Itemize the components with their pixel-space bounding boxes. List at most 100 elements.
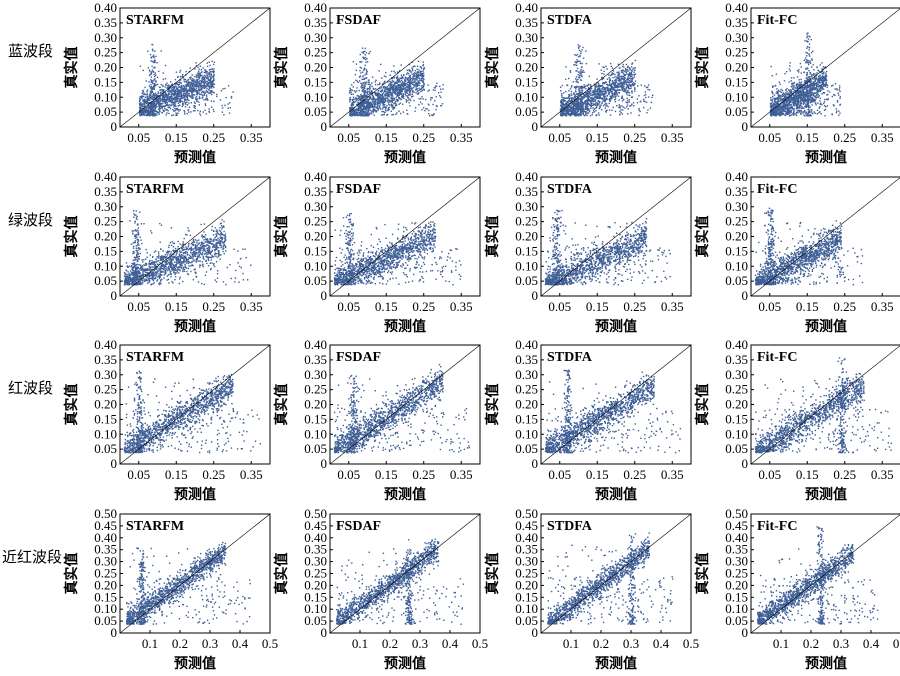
scatter-point <box>386 93 388 96</box>
scatter-point <box>823 66 826 69</box>
scatter-point <box>379 108 382 110</box>
scatter-point <box>377 109 379 111</box>
scatter-point <box>399 98 402 100</box>
scatter-point <box>191 84 194 87</box>
scatter-point <box>164 93 166 95</box>
scatter-point <box>575 76 578 78</box>
scatter-point <box>352 104 354 106</box>
scatter-point <box>195 98 198 101</box>
scatter-point <box>157 98 159 101</box>
scatter-point <box>179 101 181 103</box>
scatter-point <box>195 76 197 78</box>
scatter-point <box>190 90 192 92</box>
scatter-point <box>565 104 567 106</box>
scatter-point <box>619 85 621 87</box>
scatter-point <box>365 111 367 113</box>
scatter-point <box>578 71 580 74</box>
scatter-point <box>426 108 428 110</box>
scatter-point <box>391 106 393 108</box>
scatter-point <box>599 84 601 87</box>
scatter-point <box>394 82 396 85</box>
scatter-point <box>367 109 370 111</box>
scatter-point <box>579 108 581 110</box>
scatter-point <box>566 84 568 86</box>
scatter-point <box>815 92 817 94</box>
scatter-point <box>143 105 145 108</box>
scatter-point <box>798 85 800 87</box>
scatter-point <box>216 93 218 96</box>
scatter-point <box>158 105 161 108</box>
scatter-point <box>362 113 365 115</box>
scatter-point <box>579 93 581 95</box>
scatter-point <box>575 70 577 72</box>
scatter-point <box>366 87 369 90</box>
scatter-point <box>170 91 173 94</box>
scatter-point <box>172 101 174 103</box>
scatter-point <box>618 79 621 81</box>
scatter-point <box>573 100 575 103</box>
scatter-point <box>400 74 403 76</box>
scatter-point <box>625 87 627 90</box>
scatter-point <box>651 94 654 96</box>
scatter-point <box>608 89 610 91</box>
y-tick-label: 0.25 <box>515 45 538 60</box>
scatter-points <box>769 32 842 117</box>
scatter-point <box>407 88 409 91</box>
scatter-point <box>400 77 402 80</box>
scatter-point <box>141 112 144 114</box>
scatter-point <box>173 85 175 88</box>
scatter-point <box>610 98 612 100</box>
scatter-point <box>176 109 178 111</box>
scatter-point <box>377 95 379 97</box>
scatter-point <box>154 61 156 64</box>
scatter-point <box>565 78 567 81</box>
scatter-point <box>576 107 578 109</box>
scatter-point <box>598 90 601 93</box>
scatter-point <box>412 65 415 68</box>
scatter-point <box>195 85 197 88</box>
scatter-point <box>398 79 400 82</box>
scatter-point <box>227 103 229 105</box>
scatter-point <box>573 92 575 94</box>
scatter-point <box>172 90 175 92</box>
scatter-point <box>362 97 364 99</box>
scatter-point <box>615 90 618 92</box>
scatter-point <box>422 86 424 88</box>
scatter-point <box>623 98 625 101</box>
scatter-point <box>189 81 191 84</box>
scatter-panel: 00.050.100.150.200.250.300.350.400.05 0.1… <box>63 0 271 166</box>
x-tick-label: 0.25 <box>202 130 225 145</box>
scatter-point <box>577 78 579 80</box>
scatter-point <box>208 111 211 113</box>
scatter-point <box>175 93 178 95</box>
scatter-point <box>202 85 204 88</box>
scatter-point <box>179 75 182 78</box>
scatter-point <box>574 109 576 112</box>
scatter-point <box>376 105 378 108</box>
scatter-point <box>597 92 599 94</box>
scatter-point <box>208 110 210 112</box>
scatter-point <box>402 83 404 85</box>
scatter-point <box>363 57 365 60</box>
scatter-point <box>158 98 160 100</box>
scatter-point <box>562 103 565 105</box>
scatter-point <box>598 84 600 86</box>
scatter-point <box>360 83 363 85</box>
scatter-point <box>203 77 205 79</box>
scatter-point <box>627 78 629 80</box>
scatter-point <box>377 89 379 92</box>
scatter-point <box>562 107 564 109</box>
scatter-point <box>573 103 575 105</box>
scatter-point <box>598 114 600 116</box>
scatter-point <box>639 110 641 113</box>
scatter-point <box>596 93 598 95</box>
scatter-point <box>229 102 231 104</box>
scatter-point <box>396 79 399 81</box>
scatter-point <box>408 102 410 104</box>
scatter-point <box>213 92 215 94</box>
scatter-point <box>359 103 361 106</box>
scatter-point <box>364 100 366 102</box>
scatter-point <box>361 84 364 86</box>
scatter-point <box>578 105 580 107</box>
scatter-point <box>391 101 393 103</box>
